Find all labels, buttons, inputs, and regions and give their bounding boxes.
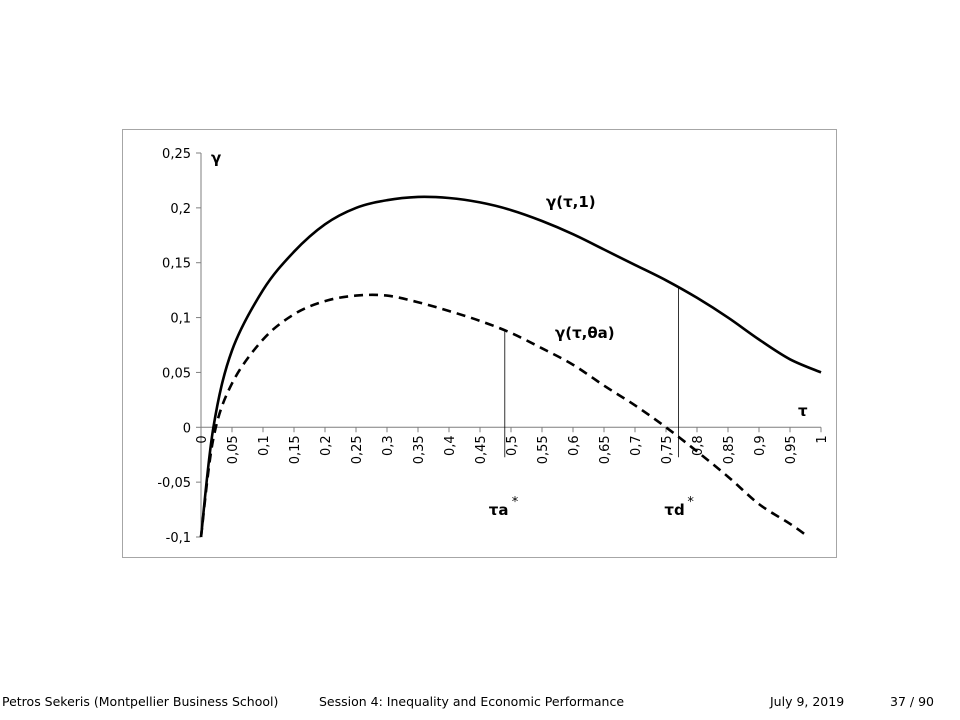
x-tick-label: 0,35 (412, 435, 427, 464)
y-tick-label: 0,25 (162, 147, 191, 162)
series-layer (199, 195, 822, 539)
footer-session: Session 4: Inequality and Economic Perfo… (319, 694, 625, 709)
x-tick-label: 0,3 (381, 435, 396, 456)
x-tick-label: 0,1 (257, 435, 272, 456)
y-tick-label: 0,2 (170, 202, 191, 217)
x-tick-label: 0,45 (474, 435, 489, 464)
x-tick-label: 0,9 (753, 435, 768, 456)
series-line-gamma-tau-1 (199, 195, 822, 538)
footer-page-number: 37 / 90 (890, 694, 934, 709)
series-label-gamma-tau-1: γ(τ,1) (546, 193, 596, 211)
x-tick-label: 0,85 (722, 435, 737, 464)
x-tick-label: 0,55 (536, 435, 551, 464)
tau-a-star-label: τa (489, 501, 509, 519)
chart-svg: -0,1 -0,05 0 0,05 0,1 0,15 0,2 0,25 0 0,05 0,1 0,15… (157, 147, 830, 546)
annotation-layer: τa * τd * (489, 287, 694, 519)
series-line-gamma-tau-theta-a (199, 293, 810, 539)
series-label-gamma-tau-theta-a: γ(τ,θa) (555, 324, 615, 342)
x-tick-label: 0,65 (598, 435, 613, 464)
x-tick-label: 0,25 (350, 435, 365, 464)
y-tick-label: 0,15 (162, 257, 191, 272)
y-tick-label: -0,1 (166, 531, 191, 546)
y-tick-label: 0,05 (162, 366, 191, 381)
x-tick-label: 0,7 (629, 435, 644, 456)
x-tick-label: 1 (815, 435, 830, 443)
x-tick-label: 0,15 (288, 435, 303, 464)
footer-author: Petros Sekeris (Montpellier Business Sch… (2, 694, 279, 709)
y-tick-label: 0,1 (170, 312, 191, 327)
y-tick-label: 0 (183, 421, 191, 436)
x-tick-label: 0,5 (505, 435, 520, 456)
tau-d-star-superscript: * (687, 495, 694, 510)
x-tick-label: 0,8 (691, 435, 706, 456)
tau-d-star-label: τd (664, 501, 684, 519)
x-axis-label: τ (798, 402, 808, 420)
y-tick-label: -0,05 (157, 476, 191, 491)
x-tick-label: 0,4 (443, 435, 458, 456)
x-tick-label: 0,2 (319, 435, 334, 456)
axes: -0,1 -0,05 0 0,05 0,1 0,15 0,2 0,25 0 0,05 0,1 0,15… (157, 147, 830, 546)
tau-a-star-superscript: * (512, 495, 519, 510)
x-tick-label: 0,05 (226, 435, 241, 464)
footer-date: July 9, 2019 (770, 694, 845, 709)
x-tick-label: 0,95 (784, 435, 799, 464)
x-tick-label: 0,75 (660, 435, 675, 464)
x-tick-label: 0,6 (567, 435, 582, 456)
x-tick-label: 0 (195, 435, 210, 443)
y-axis-label: γ (211, 149, 221, 167)
chart-figure: -0,1 -0,05 0 0,05 0,1 0,15 0,2 0,25 0 0,05 0,1 0,15… (122, 129, 837, 558)
slide-footer: Petros Sekeris (Montpellier Business Sch… (0, 694, 960, 716)
